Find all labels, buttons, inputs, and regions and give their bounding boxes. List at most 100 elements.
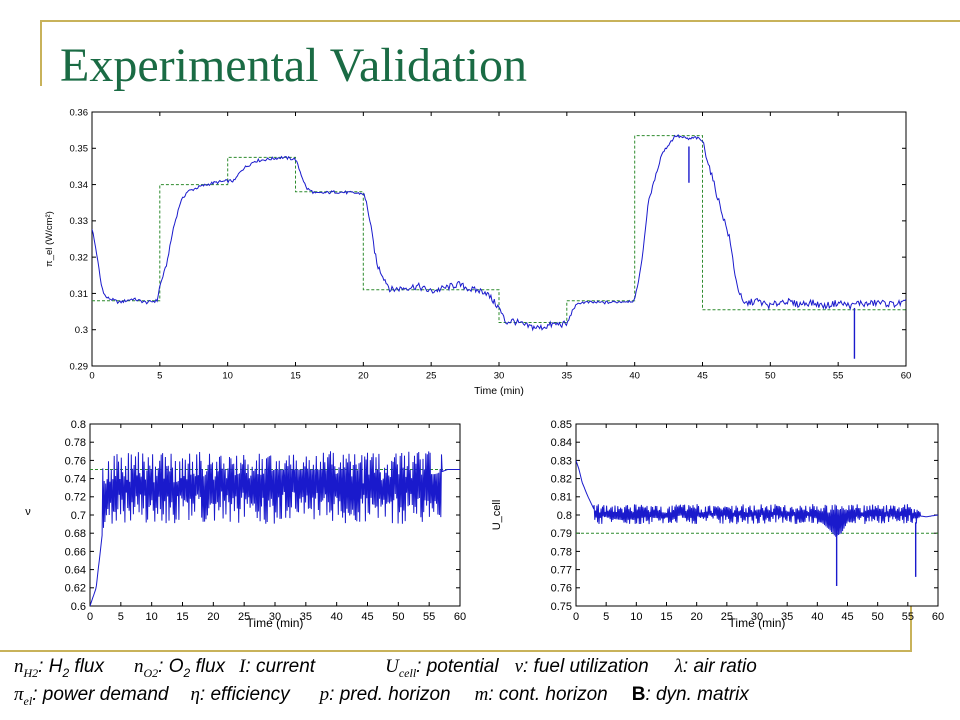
x-tick-label: 5 bbox=[118, 611, 124, 623]
x-tick-label: 5 bbox=[157, 371, 162, 382]
legend-item: B: dyn. matrix bbox=[631, 684, 749, 705]
y-tick-label: 0.74 bbox=[65, 473, 86, 485]
x-tick-label: 15 bbox=[660, 611, 672, 623]
legend-line-2: πel: power demand η: efficiency p: pred. h… bbox=[14, 684, 749, 709]
plot-area-frame bbox=[89, 423, 461, 607]
y-tick-label: 0.78 bbox=[65, 437, 86, 449]
x-axis-label: Time (min) bbox=[474, 385, 524, 397]
y-tick-label: 0.8 bbox=[71, 419, 86, 431]
legend-item: πel: power demand bbox=[14, 684, 169, 708]
y-tick-label: 0.84 bbox=[551, 437, 572, 449]
x-tick-label: 30 bbox=[494, 371, 505, 382]
y-tick-label: 0.32 bbox=[70, 252, 89, 263]
frame-bottom-rule bbox=[0, 650, 910, 652]
y-tick-label: 0.85 bbox=[551, 419, 572, 431]
legend-item: Ucell: potential bbox=[385, 656, 499, 680]
x-tick-label: 35 bbox=[300, 611, 312, 623]
x-tick-label: 45 bbox=[697, 371, 708, 382]
x-tick-label: 40 bbox=[331, 611, 343, 623]
y-axis-label: ν bbox=[25, 506, 31, 518]
x-tick-label: 25 bbox=[426, 371, 437, 382]
y-axis-label: π_el (W/cm²) bbox=[44, 211, 55, 267]
x-tick-label: 40 bbox=[629, 371, 640, 382]
fuel-utilization-chart: 0 5 10 15 20 25 30 35 40 45 50 55 60 0.6 0.62 0.64 0.66 0… bbox=[14, 414, 470, 636]
y-tick-label: 0.8 bbox=[557, 510, 572, 522]
x-axis-label: Time (min) bbox=[729, 616, 786, 630]
series-group bbox=[92, 134, 906, 359]
x-tick-label: 30 bbox=[751, 611, 763, 623]
fuel-utilization-chart-svg: 0 5 10 15 20 25 30 35 40 45 50 55 60 0.6 0.62 0.64 0.66 0… bbox=[25, 419, 466, 630]
setpoint-line bbox=[92, 135, 906, 323]
y-tick-label: 0.76 bbox=[551, 583, 572, 595]
x-axis-label: Time (min) bbox=[247, 616, 304, 630]
y-tick-label: 0.81 bbox=[551, 492, 572, 504]
x-tick-label: 10 bbox=[222, 371, 233, 382]
x-tick-label: 0 bbox=[89, 371, 94, 382]
x-tick-label: 50 bbox=[872, 611, 884, 623]
legend-item: I: current bbox=[239, 656, 316, 677]
legend-item: m: cont. horizon bbox=[474, 684, 608, 705]
y-tick-label: 0.72 bbox=[65, 492, 86, 504]
legend-line-1: nH2: H2 flux nO2: O2 flux I: current Ucell:… bbox=[14, 656, 757, 681]
legend-item: λ: air ratio bbox=[674, 656, 757, 677]
x-tick-label: 55 bbox=[902, 611, 914, 623]
y-tick-label: 0.6 bbox=[71, 601, 86, 613]
y-tick-label: 0.7 bbox=[71, 510, 86, 522]
cell-potential-chart-svg: 0 5 10 15 20 25 30 35 40 45 50 55 60 0.75 0.76 0.77 0.78… bbox=[491, 419, 944, 630]
y-tick-label: 0.79 bbox=[551, 528, 572, 540]
legend-item: nO2: O2 flux bbox=[134, 656, 226, 680]
frame-left-rule bbox=[40, 20, 42, 86]
y-tick-label: 0.3 bbox=[75, 325, 88, 336]
x-tick-label: 20 bbox=[691, 611, 703, 623]
x-tick-label: 15 bbox=[290, 371, 301, 382]
x-tick-label: 25 bbox=[238, 611, 250, 623]
y-tick-label: 0.77 bbox=[551, 564, 572, 576]
y-tick-label: 0.83 bbox=[551, 455, 572, 467]
x-tick-label: 60 bbox=[901, 371, 912, 382]
y-tick-label: 0.75 bbox=[551, 601, 572, 613]
x-tick-label: 0 bbox=[87, 611, 93, 623]
x-tick-label: 10 bbox=[146, 611, 158, 623]
y-tick-label: 0.62 bbox=[65, 583, 86, 595]
y-tick-label: 0.66 bbox=[65, 546, 86, 558]
y-tick-label: 0.82 bbox=[551, 473, 572, 485]
y-axis-label: U_cell bbox=[491, 500, 503, 531]
measured-line bbox=[576, 460, 938, 537]
x-tick-label: 30 bbox=[269, 611, 281, 623]
legend-item: nH2: H2 flux bbox=[14, 656, 104, 680]
x-tick-label: 5 bbox=[603, 611, 609, 623]
measured-line bbox=[92, 134, 906, 332]
x-tick-label: 10 bbox=[630, 611, 642, 623]
y-tick-label: 0.35 bbox=[70, 144, 89, 155]
x-tick-label: 15 bbox=[176, 611, 188, 623]
y-tick-label: 0.29 bbox=[70, 361, 89, 372]
y-tick-label: 0.36 bbox=[70, 107, 89, 118]
x-tick-label: 40 bbox=[811, 611, 823, 623]
x-tick-label: 20 bbox=[358, 371, 369, 382]
power-demand-chart: 0 5 10 15 20 25 30 35 40 45 50 55 60 0.29 0.3 0.31 0.32 0… bbox=[36, 104, 916, 400]
legend-item: ν: fuel utilization bbox=[514, 656, 649, 677]
x-tick-label: 0 bbox=[573, 611, 579, 623]
legend-item: p: pred. horizon bbox=[319, 684, 451, 705]
y-tick-label: 0.78 bbox=[551, 546, 572, 558]
slide-title: Experimental Validation bbox=[60, 39, 527, 92]
legend-item: η: efficiency bbox=[190, 684, 290, 705]
measured-line bbox=[90, 451, 460, 606]
x-tick-label: 55 bbox=[833, 371, 844, 382]
x-tick-label: 60 bbox=[932, 611, 944, 623]
power-demand-chart-svg: 0 5 10 15 20 25 30 35 40 45 50 55 60 0.29 0.3 0.31 0.32 0… bbox=[44, 107, 912, 397]
plot-area-frame bbox=[91, 111, 907, 367]
y-tick-label: 0.33 bbox=[70, 216, 89, 227]
series-group bbox=[90, 451, 460, 606]
y-tick-label: 0.31 bbox=[70, 289, 89, 300]
x-tick-label: 20 bbox=[207, 611, 219, 623]
frame-top-rule bbox=[40, 20, 960, 22]
x-tick-label: 25 bbox=[721, 611, 733, 623]
x-tick-label: 45 bbox=[361, 611, 373, 623]
y-tick-label: 0.68 bbox=[65, 528, 86, 540]
x-tick-label: 55 bbox=[423, 611, 435, 623]
x-tick-label: 60 bbox=[454, 611, 466, 623]
y-tick-label: 0.64 bbox=[65, 564, 86, 576]
cell-potential-chart: 0 5 10 15 20 25 30 35 40 45 50 55 60 0.75 0.76 0.77 0.78… bbox=[486, 414, 948, 636]
series-group bbox=[576, 460, 938, 586]
